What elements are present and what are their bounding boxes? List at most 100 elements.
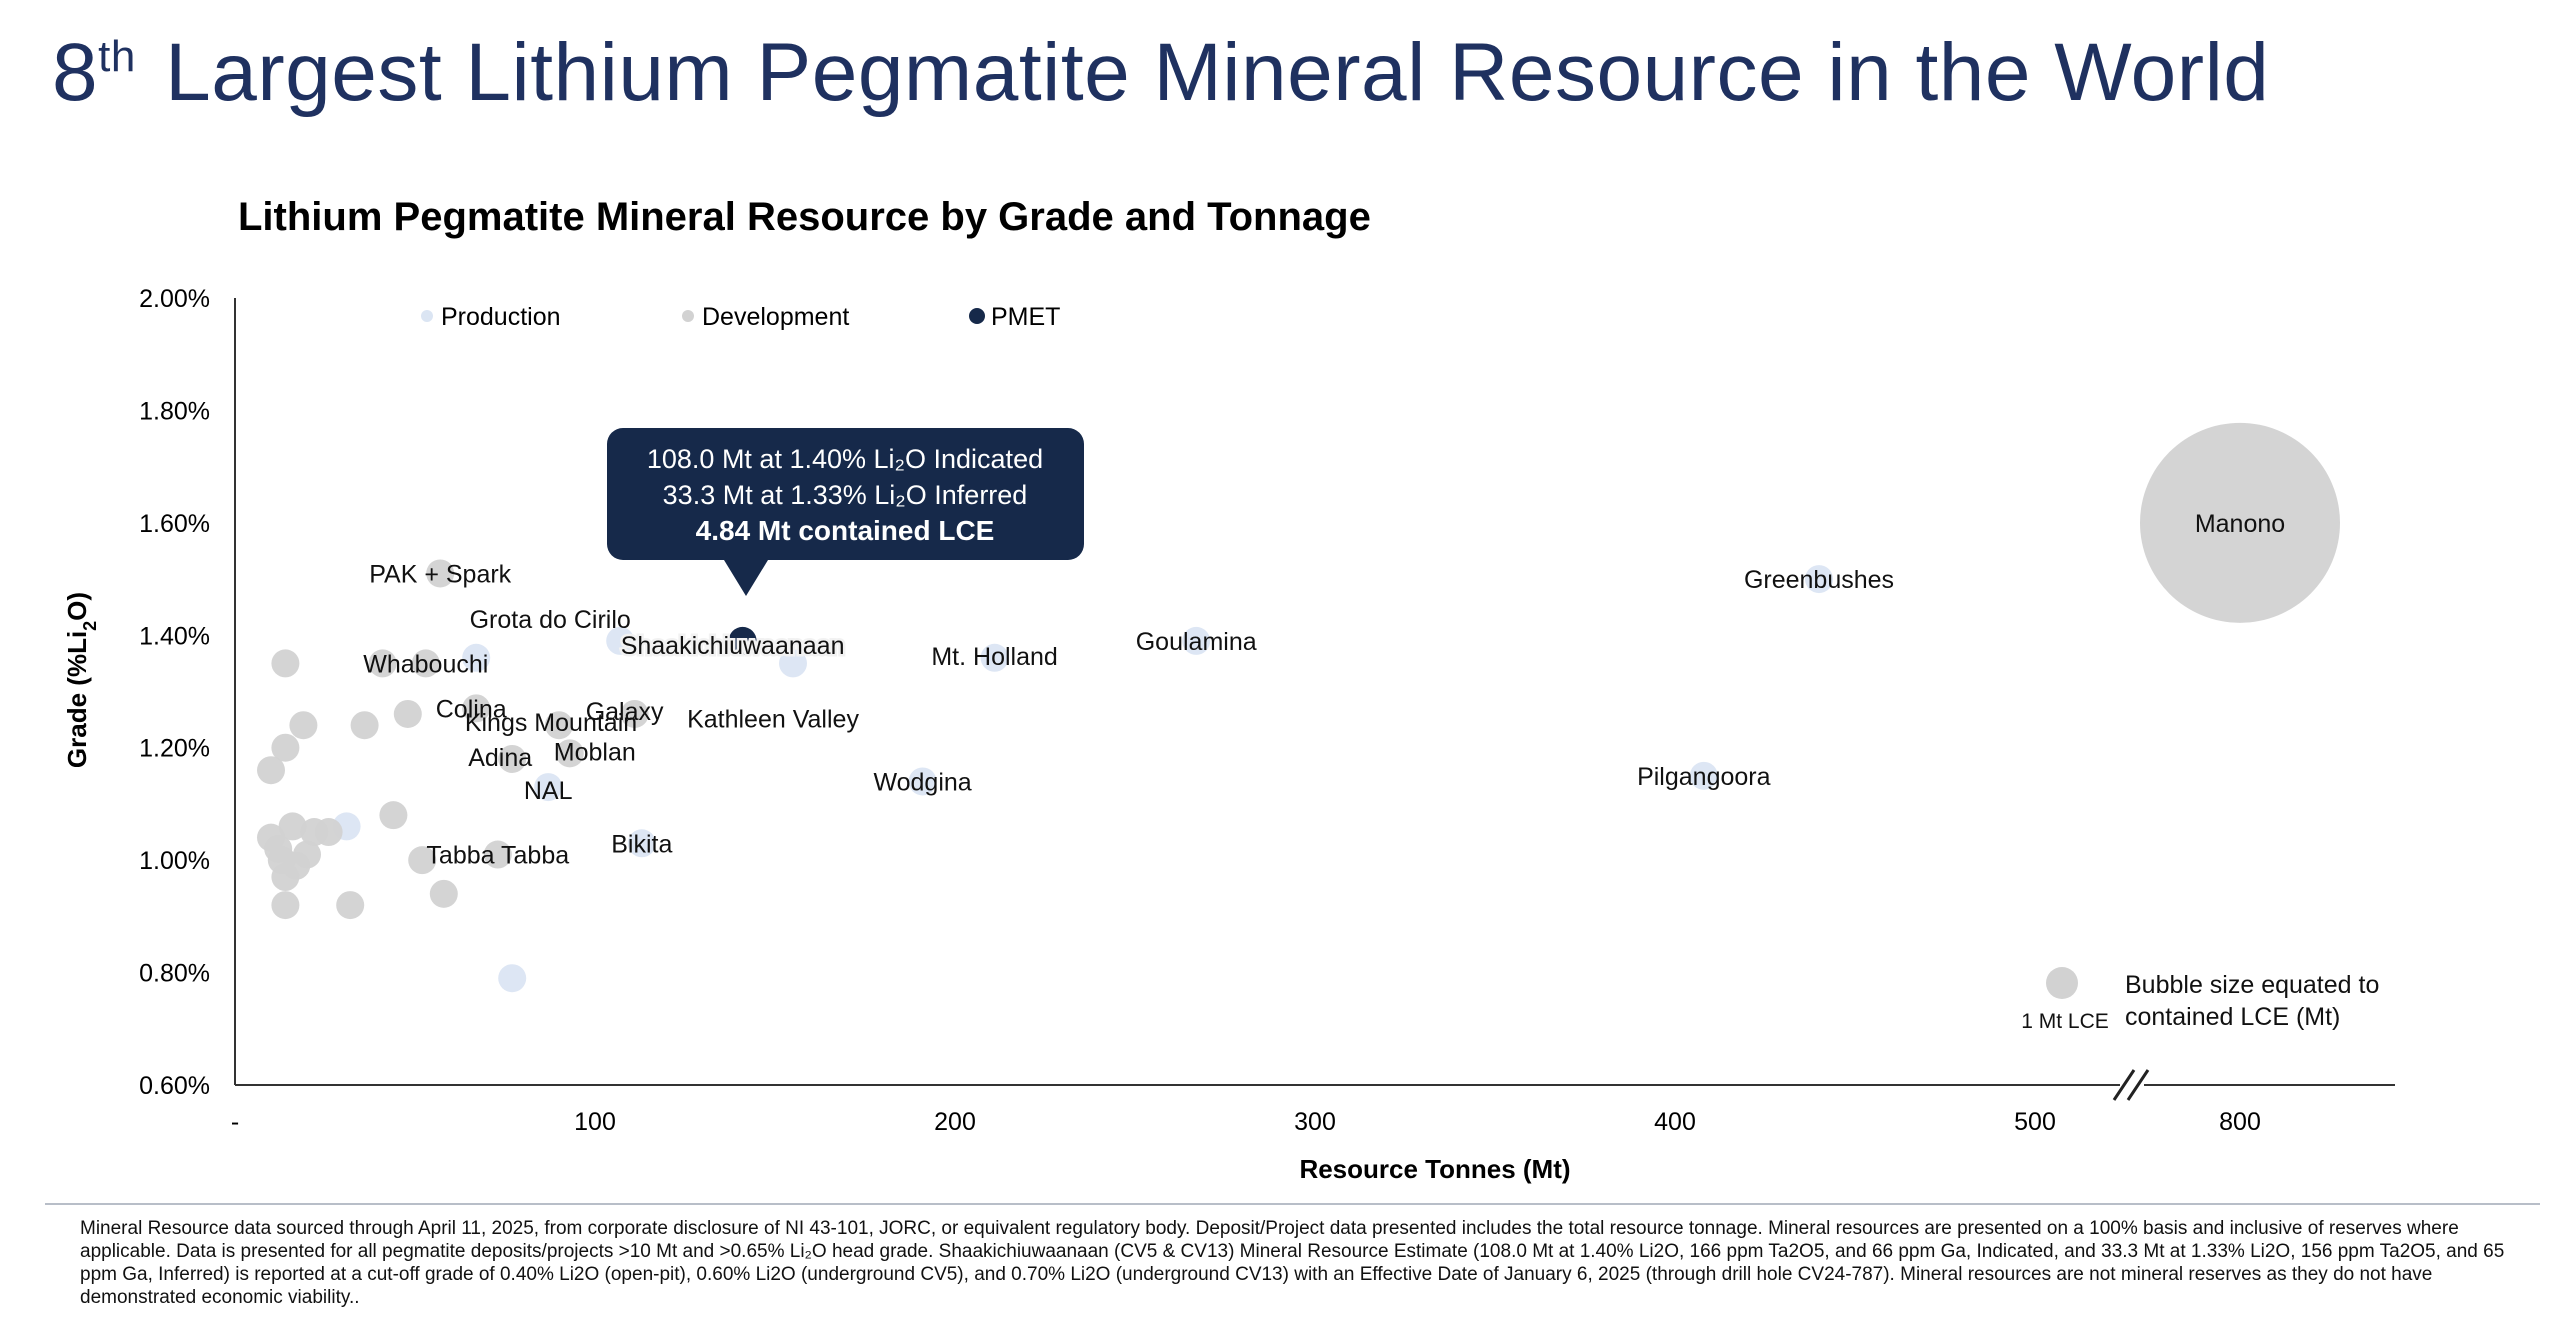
bubble-moblan — [555, 739, 584, 768]
footer-divider — [45, 1203, 2540, 1205]
bubble-bikita — [627, 829, 656, 858]
bubble-label-moblan: Moblan — [554, 738, 636, 766]
bubble-labels: Manono Greenbushes Pilgangoora Goulamina Mt.… — [363, 510, 2285, 870]
bubble-point — [408, 846, 437, 875]
callout-line-2: 33.3 Mt at 1.33% Li₂O Inferred — [663, 480, 1028, 510]
bubble-tabba-tabba — [483, 840, 512, 869]
page-title-number: 8 — [52, 27, 99, 118]
bubble-point — [271, 891, 300, 920]
bubble-nal — [534, 773, 563, 802]
bubble-point — [498, 964, 527, 993]
legend-marker-production — [421, 310, 433, 322]
bubble-colina — [462, 694, 491, 723]
bubble-adina — [498, 744, 527, 773]
bubble-label-adina: Adina — [468, 744, 532, 772]
size-note-line-2: contained LCE (Mt) — [2125, 1003, 2340, 1031]
bubble-pilgangoora — [1689, 761, 1718, 790]
legend-label-production: Production — [441, 303, 561, 331]
bubble-point — [271, 863, 300, 892]
bubble-label-galaxy: Galaxy — [586, 698, 664, 726]
bubble-size-note: 1 Mt LCE Bubble size equated to containe… — [2021, 967, 2379, 1033]
bubble-label-tabba-tabba: Tabba Tabba — [426, 842, 569, 870]
bubble-label-bikita: Bikita — [611, 830, 672, 858]
x-tick-label: 400 — [1654, 1108, 1696, 1136]
bubble-label-goulamina: Goulamina — [1136, 628, 1257, 656]
y-tick-labels: 2.00% 1.80% 1.60% 1.40% 1.20% 1.00% 0.80% 0.60% — [139, 285, 210, 1100]
legend-label-pmet: PMET — [991, 303, 1060, 331]
bubble-chart: Lithium Pegmatite Mineral Resource by Gr… — [62, 195, 2395, 1184]
x-tick-label: 300 — [1294, 1108, 1336, 1136]
bubble-label-mt-holland: Mt. Holland — [931, 643, 1057, 671]
bubble-shaakichiuwaanaan — [728, 626, 757, 655]
y-tick-label: 2.00% — [139, 285, 210, 313]
x-tick-label: 800 — [2219, 1108, 2261, 1136]
size-reference-bubble — [2046, 967, 2078, 999]
x-tick-label: - — [231, 1108, 239, 1136]
legend-marker-pmet — [969, 308, 985, 324]
y-axis-title: Grade (%Li2O) — [62, 592, 100, 768]
bubble-point — [271, 733, 300, 762]
callout-box — [607, 428, 1084, 596]
bubble-point — [350, 711, 379, 740]
bubble-point — [300, 818, 329, 847]
page-title-text: Largest Lithium Pegmatite Mineral Resour… — [165, 27, 2270, 118]
y-tick-label: 1.40% — [139, 622, 210, 650]
pmet-callout: 108.0 Mt at 1.40% Li₂O Indicated 33.3 Mt… — [607, 428, 1084, 596]
bubble-label-kathleen-valley: Kathleen Valley — [687, 705, 859, 733]
y-tick-label: 0.60% — [139, 1072, 210, 1100]
bubble-mt-holland — [980, 643, 1009, 672]
size-note-line-1: Bubble size equated to — [2125, 971, 2379, 999]
footnote: Mineral Resource data sourced through Ap… — [80, 1218, 2505, 1308]
x-tick-labels: - 100 200 300 400 500 800 — [231, 1108, 2261, 1136]
legend-marker-development — [682, 310, 694, 322]
bubble-point — [393, 699, 422, 728]
chart-title: Lithium Pegmatite Mineral Resource by Gr… — [238, 195, 1371, 239]
axis-break-marker — [2112, 1069, 2150, 1101]
bubble-point — [379, 801, 408, 830]
bubble-label-manono: Manono — [2195, 510, 2285, 538]
bubbles — [257, 422, 2340, 993]
bubble-label-whabouchi: Whabouchi — [363, 650, 488, 678]
callout-line-1: 108.0 Mt at 1.40% Li₂O Indicated — [647, 444, 1043, 474]
bubble-label-wodgina: Wodgina — [873, 768, 971, 796]
bubble-label-pak-spark: PAK + Spark — [369, 560, 511, 588]
y-tick-label: 1.00% — [139, 847, 210, 875]
bubble-point — [289, 711, 318, 740]
y-tick-label: 1.80% — [139, 397, 210, 425]
y-tick-label: 1.60% — [139, 510, 210, 538]
bubble-grota-do-cirilo — [606, 626, 635, 655]
bubble-greenbushes — [1805, 565, 1833, 594]
bubble-point — [429, 879, 458, 908]
legend: Production Development PMET — [421, 303, 1060, 331]
bubble-point — [336, 891, 365, 920]
bubble-label-shaakichiuwaanaan: Shaakichiuwaanaan — [621, 632, 845, 660]
bubble-wodgina — [908, 767, 937, 796]
bubble-point — [271, 649, 300, 678]
page-title-ordinal: th — [98, 32, 136, 81]
bubble-label-kings-mountain: Kings Mountain — [465, 709, 637, 737]
bubble-label-pilgangoora: Pilgangoora — [1637, 763, 1771, 791]
bubble-point — [368, 649, 397, 678]
legend-label-development: Development — [702, 303, 849, 331]
bubble-manono — [2140, 422, 2340, 623]
bubble-pak-spark — [426, 559, 455, 588]
bubble-kathleen-valley — [779, 649, 807, 678]
bubble-point — [257, 756, 285, 785]
bubble-label-colina: Colina — [436, 695, 507, 723]
y-tick-label: 0.80% — [139, 960, 210, 988]
x-tick-label: 200 — [934, 1108, 976, 1136]
x-tick-label: 500 — [2014, 1108, 2056, 1136]
bubble-label-nal: NAL — [524, 777, 573, 805]
x-axis-title: Resource Tonnes (Mt) — [1299, 1154, 1570, 1184]
bubble-kings-mountain — [545, 711, 573, 740]
bubble-label-grota-do-cirilo: Grota do Cirilo — [470, 606, 631, 634]
bubble-point — [278, 812, 307, 841]
size-reference-label: 1 Mt LCE — [2021, 1010, 2109, 1033]
callout-line-3: 4.84 Mt contained LCE — [696, 515, 995, 546]
bubble-label-greenbushes: Greenbushes — [1744, 566, 1894, 594]
bubble-goulamina — [1182, 626, 1211, 655]
bubble-point — [462, 643, 491, 672]
bubble-whabouchi — [411, 649, 440, 678]
y-tick-label: 1.20% — [139, 735, 210, 763]
x-tick-label: 100 — [574, 1108, 616, 1136]
